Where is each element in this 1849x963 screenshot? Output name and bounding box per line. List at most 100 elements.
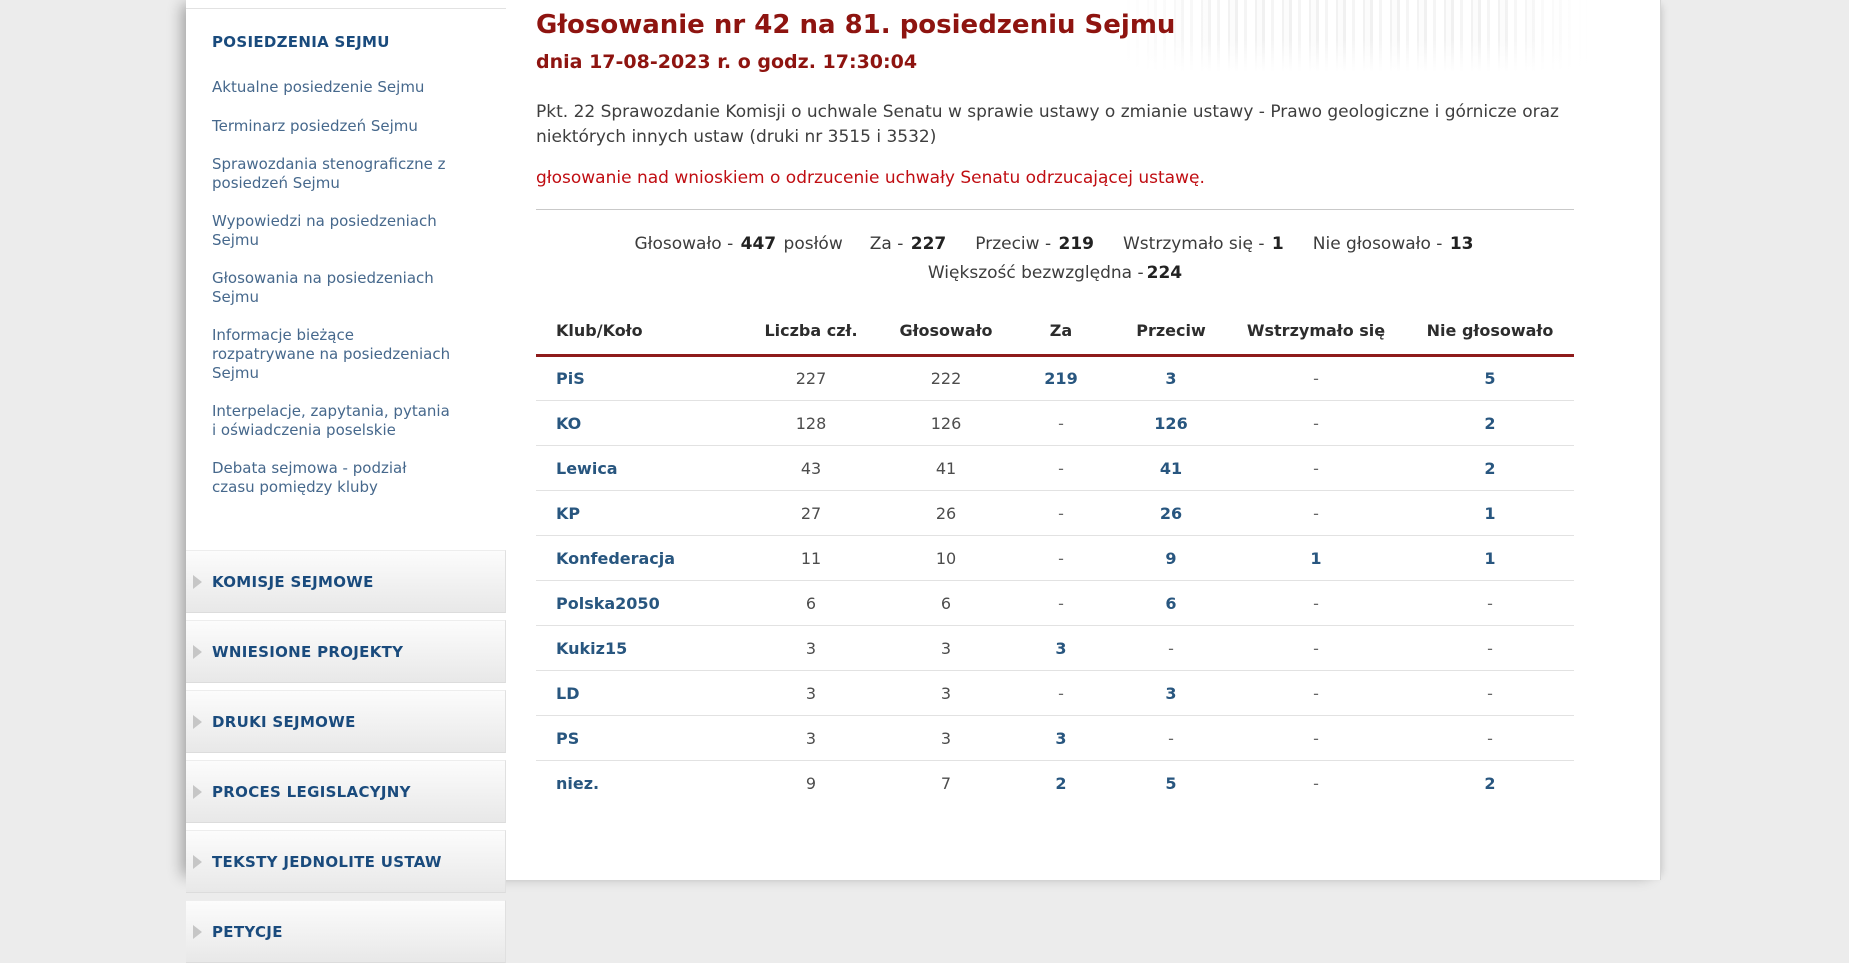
vote-count-link[interactable]: 1: [1226, 535, 1406, 581]
vote-count-link[interactable]: 1: [1406, 490, 1574, 536]
member-count-cell: 3: [736, 715, 886, 761]
sidebar-section-collapsed[interactable]: TEKSTY JEDNOLITE USTAW: [186, 830, 506, 893]
club-link[interactable]: Polska2050: [536, 580, 736, 626]
sidebar-nav-link[interactable]: Aktualne posiedzenie Sejmu: [212, 78, 425, 96]
vote-description: Pkt. 22 Sprawozdanie Komisji o uchwale S…: [536, 102, 1559, 147]
sidebar-list-item: Głosowania na posiedzeniach Sejmu: [212, 269, 451, 307]
vote-empty-cell: -: [1226, 760, 1406, 806]
sidebar-section-collapsed[interactable]: PETYCJE: [186, 900, 506, 963]
vote-empty-cell: -: [1006, 400, 1116, 446]
member-count-cell: 6: [736, 580, 886, 626]
summary-value: 1: [1271, 234, 1284, 254]
sidebar-nav-link[interactable]: Debata sejmowa - podział czasu pomiędzy …: [212, 459, 407, 496]
vote-count-link[interactable]: 219: [1044, 369, 1078, 388]
club-link[interactable]: PS: [536, 715, 736, 761]
vote-count-link[interactable]: 1: [1406, 535, 1574, 581]
table-row: niez. 9 7 2 5-2: [536, 760, 1574, 806]
member-count-cell: 27: [736, 490, 886, 536]
sidebar-nav-link[interactable]: Sprawozdania stenograficzne z posiedzeń …: [212, 155, 446, 192]
member-count-cell: 3: [886, 670, 1006, 716]
vote-count-link[interactable]: 3: [1006, 715, 1116, 761]
vote-count-link[interactable]: 3: [1006, 625, 1116, 671]
vote-count-link[interactable]: 5: [1116, 760, 1226, 806]
member-count-cell: 43: [736, 445, 886, 491]
club-link[interactable]: KO: [536, 400, 736, 446]
table-column-header: Wstrzymało się: [1226, 321, 1406, 357]
club-link[interactable]: niez.: [536, 760, 736, 806]
club-link[interactable]: Kukiz15: [536, 625, 736, 671]
sidebar-section-label: DRUKI SEJMOWE: [212, 712, 356, 731]
table-column-header: Klub/Koło: [536, 321, 736, 357]
chevron-right-icon: [193, 644, 202, 659]
club-link[interactable]: KP: [536, 490, 736, 536]
vote-results-table: Klub/Koło Liczba czł. Głosowało Za Przeciw Ws…: [536, 321, 1574, 806]
sidebar-nav-links: Aktualne posiedzenie Sejmu Terminarz posi…: [186, 77, 506, 497]
member-count-cell: 11: [736, 535, 886, 581]
vote-empty-cell: -: [1226, 400, 1406, 446]
sidebar-nav-link[interactable]: Terminarz posiedzeń Sejmu: [212, 117, 418, 135]
sidebar-list-item: Sprawozdania stenograficzne z posiedzeń …: [212, 155, 451, 193]
vote-empty-cell: -: [1406, 625, 1574, 671]
club-link[interactable]: Konfederacja: [536, 535, 736, 581]
sidebar-collapsed-sections: KOMISJE SEJMOWE WNIESIONE PROJEKTY DRUKI S…: [186, 550, 506, 963]
member-count-cell: 227: [795, 369, 827, 388]
vote-empty-cell: -: [1226, 625, 1406, 671]
member-count-cell: 9: [736, 760, 886, 806]
chevron-right-icon: [193, 574, 202, 589]
vote-count-link[interactable]: 6: [1116, 580, 1226, 626]
header-watermark-image: [1120, 0, 1590, 72]
club-link[interactable]: LD: [536, 670, 736, 716]
vote-count-link[interactable]: 5: [1484, 369, 1496, 388]
sidebar-section-label: WNIESIONE PROJEKTY: [212, 642, 404, 661]
summary-item: Nie głosowało - 13: [1313, 234, 1476, 254]
vote-count-link[interactable]: 2: [1406, 400, 1574, 446]
sidebar-nav-link[interactable]: Informacje bieżące rozpatrywane na posie…: [212, 326, 451, 382]
sidebar-section-collapsed[interactable]: KOMISJE SEJMOWE: [186, 550, 506, 613]
vote-count-link[interactable]: 126: [1116, 400, 1226, 446]
vote-count-link[interactable]: 41: [1116, 445, 1226, 491]
member-count-cell: 3: [736, 625, 886, 671]
vote-count-link[interactable]: 9: [1116, 535, 1226, 581]
sidebar-nav-link[interactable]: Wypowiedzi na posiedzeniach Sejmu: [212, 212, 437, 249]
table-row: Konfederacja 11 10-9 1 1: [536, 535, 1574, 581]
vote-count-link[interactable]: 26: [1116, 490, 1226, 536]
summary-label: Głosowało -: [634, 234, 739, 254]
sidebar-section-header-posiedzenia-sejmu[interactable]: POSIEDZENIA SEJMU: [212, 33, 390, 51]
sidebar-list-item: Debata sejmowa - podział czasu pomiędzy …: [212, 459, 451, 497]
vote-empty-cell: -: [1226, 445, 1406, 491]
vote-count-link[interactable]: 3: [1116, 670, 1226, 716]
vote-empty-cell: -: [1006, 580, 1116, 626]
club-link[interactable]: Lewica: [536, 445, 736, 491]
sidebar-nav-link[interactable]: Interpelacje, zapytania, pytania i oświa…: [212, 402, 450, 439]
vote-count-link[interactable]: 3: [1165, 369, 1177, 388]
vote-empty-cell: -: [1313, 369, 1319, 388]
vote-summary-line: Głosowało - 447 posłów Za - 227 Przeciw - …: [536, 234, 1574, 254]
table-row: KP 27 26-26-1: [536, 490, 1574, 536]
summary-value: 13: [1449, 234, 1474, 254]
vote-count-link[interactable]: 2: [1406, 445, 1574, 491]
summary-value: 227: [910, 234, 947, 254]
vote-empty-cell: -: [1006, 490, 1116, 536]
table-column-header: Liczba czł.: [736, 321, 886, 357]
table-row: LD 3 3-3- -: [536, 670, 1574, 716]
table-row: Lewica 43 41-41-2: [536, 445, 1574, 491]
sidebar-nav-link[interactable]: Głosowania na posiedzeniach Sejmu: [212, 269, 434, 306]
vote-subject-link[interactable]: głosowanie nad wnioskiem o odrzucenie uc…: [536, 168, 1205, 188]
chevron-right-icon: [193, 924, 202, 939]
sidebar-list-item: Aktualne posiedzenie Sejmu: [212, 77, 451, 97]
vote-count-link[interactable]: 2: [1006, 760, 1116, 806]
sidebar-section-collapsed[interactable]: WNIESIONE PROJEKTY: [186, 620, 506, 683]
vote-count-link[interactable]: 2: [1406, 760, 1574, 806]
sidebar-list-item: Interpelacje, zapytania, pytania i oświa…: [212, 402, 451, 440]
sidebar-list-item: Terminarz posiedzeń Sejmu: [212, 116, 451, 136]
club-link[interactable]: PiS: [556, 369, 585, 388]
table-row: Kukiz15 3 3 3- - -: [536, 625, 1574, 671]
sidebar-section-collapsed[interactable]: DRUKI SEJMOWE: [186, 690, 506, 753]
sidebar-section-label: PROCES LEGISLACYJNY: [212, 782, 411, 801]
sidebar-section-label: KOMISJE SEJMOWE: [212, 572, 374, 591]
sidebar-section-collapsed[interactable]: PROCES LEGISLACYJNY: [186, 760, 506, 823]
member-count-cell: 26: [886, 490, 1006, 536]
chevron-right-icon: [193, 784, 202, 799]
member-count-cell: 128: [736, 400, 886, 446]
chevron-right-icon: [193, 854, 202, 869]
